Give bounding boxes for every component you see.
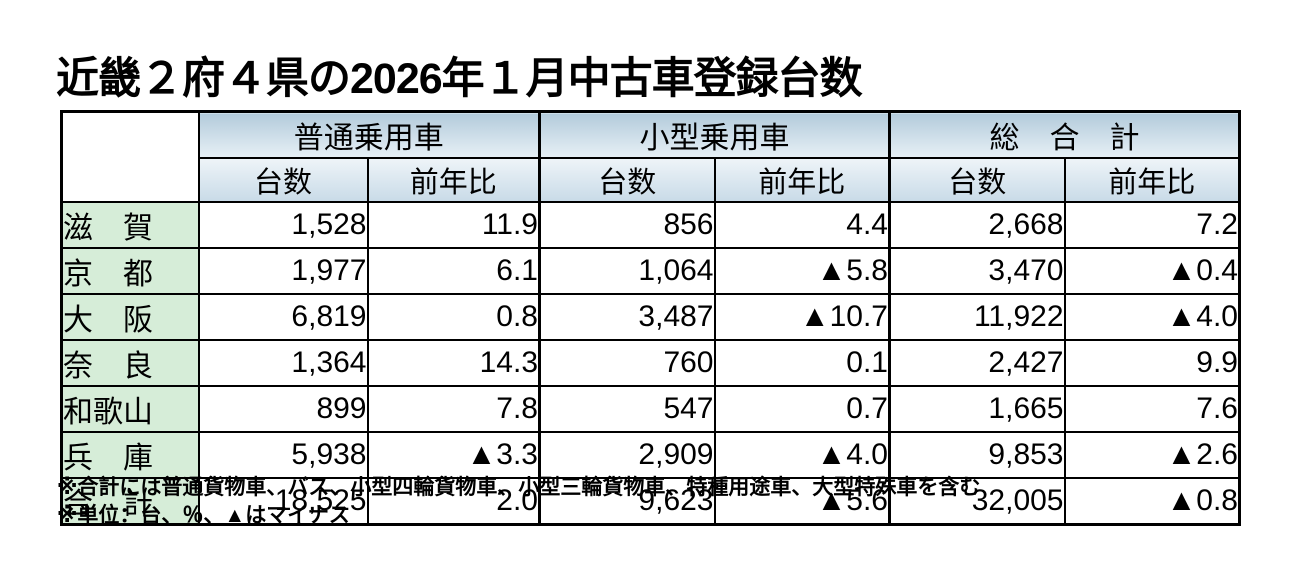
cell-value: 11.9	[366, 201, 541, 249]
table-row-kyoto: 京 都 1,977 6.1 1,064 ▲5.8 3,470 ▲0.4	[60, 247, 1241, 295]
cell-value: ▲0.8	[1063, 477, 1241, 526]
cell-value: 0.8	[366, 293, 541, 341]
cell-value: ▲0.4	[1063, 247, 1241, 295]
row-label: 大 阪	[60, 293, 200, 341]
cell-value: 1,364	[197, 339, 369, 387]
cell-value: 1,665	[888, 385, 1066, 433]
cell-value: 760	[538, 339, 716, 387]
table-row-hyogo: 兵 庫 5,938 ▲3.3 2,909 ▲4.0 9,853 ▲2.6	[60, 431, 1241, 479]
page-title: 近畿２府４県の2026年１月中古車登録台数	[56, 55, 863, 103]
cell-value: ▲5.8	[713, 247, 891, 295]
cell-value: 1,977	[197, 247, 369, 295]
subheader-units: 台数	[888, 157, 1066, 203]
cell-value: ▲5.6	[713, 477, 891, 526]
subheader-yoy: 前年比	[1063, 157, 1241, 203]
subheader-units: 台数	[538, 157, 716, 203]
sub-header-row: 台数 前年比 台数 前年比 台数 前年比	[62, 157, 1241, 203]
cell-value: 856	[538, 201, 716, 249]
row-label: 兵 庫	[60, 431, 200, 479]
table-row-osaka: 大 阪 6,819 0.8 3,487 ▲10.7 11,922 ▲4.0	[60, 293, 1241, 341]
col-group-standard-cars: 普通乗用車	[197, 110, 541, 159]
cell-value: 2,668	[888, 201, 1066, 249]
footnotes: ※合計には普通貨物車、バス、小型四輪貨物車、小型三輪貨物車、特種用途車、大型特殊…	[57, 474, 980, 530]
cell-value: 1,064	[538, 247, 716, 295]
cell-value: 11,922	[888, 293, 1066, 341]
cell-value: 3,470	[888, 247, 1066, 295]
row-label: 合 計	[60, 477, 200, 526]
cell-value: 32,005	[888, 477, 1066, 526]
cell-value: 0.7	[713, 385, 891, 433]
table-row-shiga: 滋 賀 1,528 11.9 856 4.4 2,668 7.2	[60, 201, 1241, 249]
cell-value: ▲4.0	[1063, 293, 1241, 341]
cell-value: 547	[538, 385, 716, 433]
registrations-table: 普通乗用車 小型乗用車 総 合 計 台数 前年比 台数 前年比 台数 前年比 滋…	[60, 110, 1241, 526]
cell-value: 4.4	[713, 201, 891, 249]
cell-value: ▲4.0	[713, 431, 891, 479]
subheader-yoy: 前年比	[713, 157, 891, 203]
table-row-nara: 奈 良 1,364 14.3 760 0.1 2,427 9.9	[60, 339, 1241, 387]
cell-value: 9.9	[1063, 339, 1241, 387]
cell-value: 3,487	[538, 293, 716, 341]
cell-value: ▲3.3	[366, 431, 541, 479]
footnote-totals-scope: ※合計には普通貨物車、バス、小型四輪貨物車、小型三輪貨物車、特種用途車、大型特殊…	[57, 476, 981, 499]
cell-value: 6,819	[197, 293, 369, 341]
cell-value: 7.6	[1063, 385, 1241, 433]
row-label: 奈 良	[60, 339, 200, 387]
row-label: 和歌山	[60, 385, 200, 433]
cell-value: ▲2.6	[1063, 431, 1241, 479]
cell-value: 14.3	[366, 339, 541, 387]
cell-value: 18,525	[197, 477, 369, 526]
cell-value: 1,528	[197, 201, 369, 249]
subheader-yoy: 前年比	[366, 157, 541, 203]
cell-value: 0.1	[713, 339, 891, 387]
cell-value: ▲10.7	[713, 293, 891, 341]
cell-value: 6.1	[366, 247, 541, 295]
cell-value: 7.2	[1063, 201, 1241, 249]
cell-value: 899	[197, 385, 369, 433]
col-group-grand-total: 総 合 計	[888, 110, 1241, 159]
cell-value: 9,853	[888, 431, 1066, 479]
subheader-units: 台数	[197, 157, 369, 203]
table-row-wakayama: 和歌山 899 7.8 547 0.7 1,665 7.6	[60, 385, 1241, 433]
corner-cell	[60, 110, 200, 203]
cell-value: 9,623	[538, 477, 716, 526]
cell-value: 2,427	[888, 339, 1066, 387]
row-label: 滋 賀	[60, 201, 200, 249]
table-row-total: 合 計 18,525 2.0 9,623 ▲5.6 32,005 ▲0.8	[60, 477, 1241, 526]
cell-value: 7.8	[366, 385, 541, 433]
cell-value: 2,909	[538, 431, 716, 479]
col-group-small-cars: 小型乗用車	[538, 110, 891, 159]
footnote-units: ※単位：台、％、▲はマイナス	[57, 504, 350, 527]
cell-value: 5,938	[197, 431, 369, 479]
group-header-row: 普通乗用車 小型乗用車 総 合 計	[60, 110, 1241, 203]
cell-value: 2.0	[366, 477, 541, 526]
row-label: 京 都	[60, 247, 200, 295]
